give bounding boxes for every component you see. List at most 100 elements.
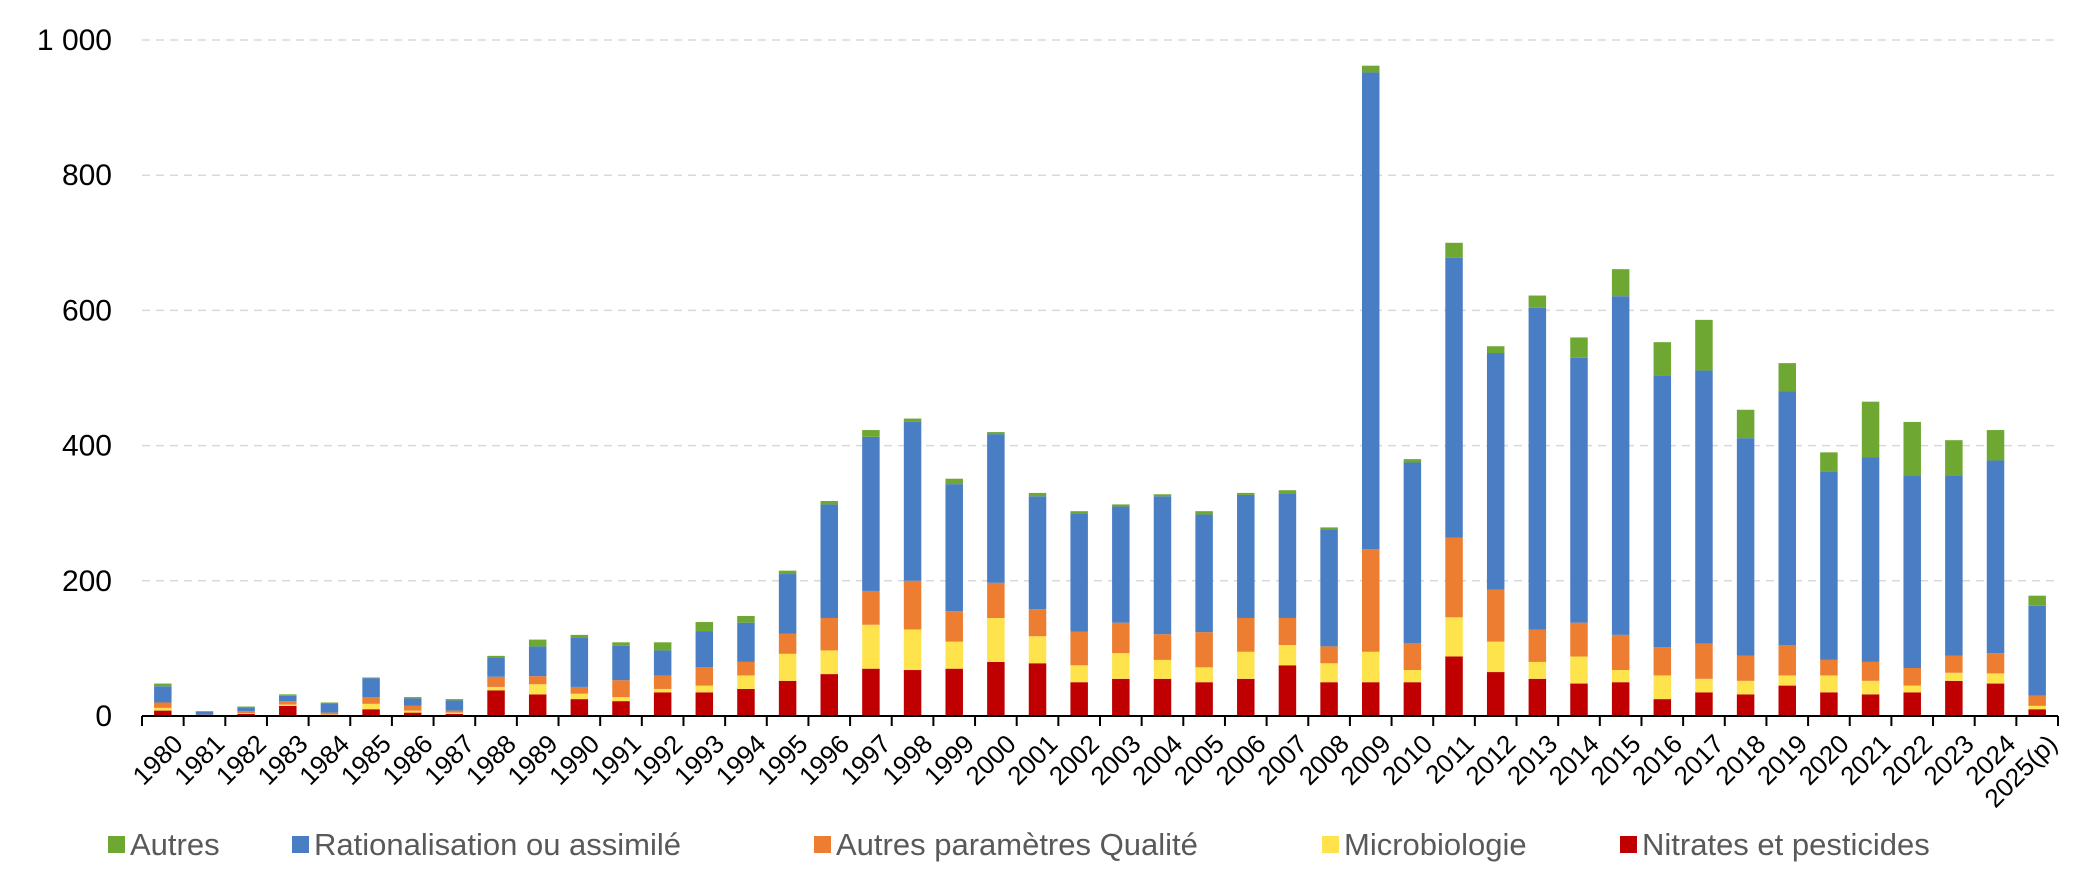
bar-segment — [862, 668, 880, 716]
bar-segment — [1570, 622, 1588, 657]
x-axis-ticks: 1980198119821983198419851986198719881989… — [127, 729, 2063, 814]
bar-segment — [445, 712, 464, 714]
bar-segment — [154, 683, 172, 687]
bar-segment — [1486, 672, 1505, 716]
gridlines — [142, 39, 2058, 582]
bar-segment — [737, 615, 755, 623]
bar-segment — [1611, 682, 1630, 716]
bar-segment — [1778, 363, 1796, 392]
bar-segment — [1861, 457, 1880, 662]
bar-segment — [1695, 643, 1713, 679]
bar-segment — [154, 710, 172, 716]
bar-segment — [1403, 670, 1422, 683]
bar-segment — [570, 686, 589, 694]
bar-segment — [1695, 678, 1713, 693]
x-axis — [141, 715, 2059, 726]
bar-segment — [445, 710, 464, 713]
bar-segment — [528, 676, 547, 685]
bar-segment — [862, 590, 880, 625]
bar-segment — [1486, 346, 1505, 353]
bar-segment — [1861, 661, 1880, 681]
bar-segment — [1820, 452, 1838, 472]
bar-segment — [1736, 438, 1755, 656]
bar-segment — [778, 680, 797, 716]
bar-segment — [1112, 622, 1130, 654]
bar-segment — [1112, 504, 1130, 507]
bar-segment — [195, 711, 214, 715]
bar-segment — [1820, 692, 1838, 716]
bar-segment — [1611, 269, 1630, 297]
bar-segment — [1611, 670, 1630, 683]
bar-segment — [1486, 352, 1505, 590]
bar-segment — [1112, 653, 1130, 679]
bar-segment — [778, 574, 797, 634]
bar-segment — [1945, 672, 1963, 681]
bar-segment — [1278, 617, 1297, 646]
bar-segment — [903, 421, 922, 581]
bar-segment — [1611, 634, 1630, 671]
bar-segment — [1778, 675, 1796, 686]
bar-segment — [2028, 595, 2046, 606]
bar-segment — [1945, 475, 1963, 656]
bar-segment — [1070, 511, 1088, 514]
bar-segment — [1653, 375, 1672, 648]
bar-segment — [820, 504, 838, 618]
bar-segment — [695, 685, 714, 693]
legend-label: Nitrates et pesticides — [1642, 827, 1930, 862]
bar-segment — [612, 701, 630, 716]
bar-segment — [987, 434, 1005, 583]
bar-segment — [820, 650, 838, 675]
bar-segment — [1528, 307, 1547, 630]
y-tick-label: 600 — [62, 294, 112, 327]
legend-swatch — [814, 836, 831, 853]
bar-segment — [737, 688, 755, 716]
bar-segment — [1195, 514, 1213, 633]
bar-segment — [570, 637, 589, 687]
bar-segment — [695, 692, 714, 716]
bar-segment — [528, 684, 547, 695]
bar-segment — [1570, 337, 1588, 358]
bar-segment — [1778, 391, 1796, 646]
legend-item: Autres — [108, 827, 220, 862]
bar-segment — [1778, 685, 1796, 716]
bar-segment — [1153, 496, 1172, 635]
bar-segment — [1361, 549, 1380, 652]
bar-segment — [1237, 617, 1255, 652]
bar-segment — [320, 703, 339, 713]
bar-segment — [1653, 699, 1672, 716]
bar-segment — [237, 713, 255, 714]
bar-segment — [2028, 709, 2046, 716]
bar-segment — [862, 624, 880, 669]
bar-segment — [737, 675, 755, 689]
bar-segment — [1861, 401, 1880, 458]
bar-segment — [1695, 692, 1713, 716]
bar-segment — [487, 657, 505, 677]
bar-segment — [1028, 492, 1047, 497]
bar-segment — [487, 655, 505, 658]
bar-segment — [1736, 680, 1755, 695]
bar-segment — [1736, 409, 1755, 439]
bar-segment — [1028, 496, 1047, 610]
bar-segment — [1695, 319, 1713, 371]
bar-segment — [612, 697, 630, 702]
bar-segment — [362, 677, 380, 679]
bar-segment — [1986, 673, 2005, 684]
bar-segment — [320, 702, 339, 704]
bar-segment — [1070, 682, 1088, 716]
bar-segment — [653, 642, 672, 651]
bar-segment — [1903, 692, 1921, 716]
bar-segment — [945, 668, 963, 716]
bar-segment — [695, 667, 714, 686]
bar-segment — [1570, 656, 1588, 684]
bar-segment — [945, 478, 963, 485]
bar-segment — [778, 653, 797, 681]
bar-segment — [903, 670, 922, 716]
bar-segment — [403, 697, 422, 699]
bar-segment — [1320, 529, 1338, 647]
bar-segment — [903, 629, 922, 671]
bar-segment — [612, 645, 630, 681]
legend-swatch — [292, 836, 309, 853]
bar-segment — [1361, 72, 1380, 550]
legend-item: Rationalisation ou assimilé — [292, 827, 681, 862]
